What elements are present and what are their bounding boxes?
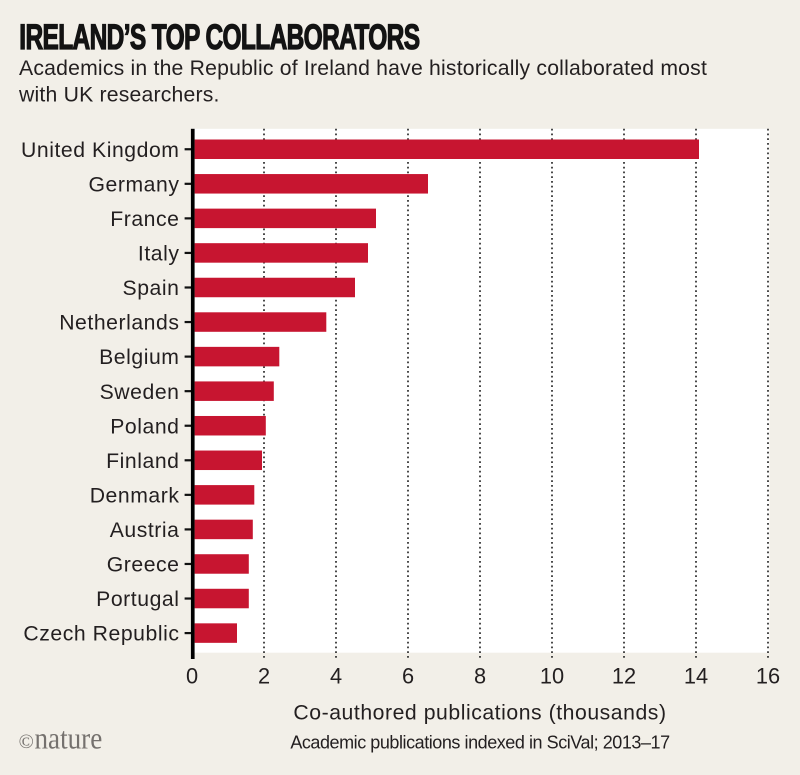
svg-text:16: 16 [756,664,780,689]
svg-text:Finland: Finland [106,450,179,473]
svg-text:Spain: Spain [123,277,180,300]
svg-text:12: 12 [612,664,636,689]
svg-text:2: 2 [258,664,270,689]
svg-text:Netherlands: Netherlands [59,312,179,335]
svg-text:with UK researchers.: with UK researchers. [18,83,220,106]
svg-text:Academic publications indexed: Academic publications indexed in SciVal;… [290,733,670,753]
svg-text:United Kingdom: United Kingdom [21,139,179,162]
svg-text:Co-authored publications (thou: Co-authored publications (thousands) [293,701,666,724]
svg-text:Greece: Greece [107,554,180,577]
svg-text:4: 4 [330,664,342,689]
svg-text:Denmark: Denmark [90,484,180,507]
svg-text:Portugal: Portugal [96,588,179,611]
svg-text:nature: nature [35,722,103,756]
svg-text:Sweden: Sweden [100,381,180,404]
svg-text:0: 0 [186,664,198,689]
svg-text:Austria: Austria [110,519,180,542]
svg-text:France: France [110,208,179,231]
svg-text:Belgium: Belgium [99,346,179,369]
svg-text:©: © [19,731,34,753]
svg-text:Germany: Germany [89,173,180,196]
svg-text:8: 8 [474,664,486,689]
svg-text:Czech Republic: Czech Republic [23,623,179,646]
svg-text:Academics in the Republic of I: Academics in the Republic of Ireland hav… [19,57,707,80]
svg-text:10: 10 [540,664,564,689]
svg-text:6: 6 [402,664,414,689]
svg-text:14: 14 [684,664,708,689]
svg-text:IRELAND’S TOP COLLABORATORS: IRELAND’S TOP COLLABORATORS [19,19,419,57]
svg-text:Italy: Italy [138,243,180,266]
svg-text:Poland: Poland [110,415,179,438]
